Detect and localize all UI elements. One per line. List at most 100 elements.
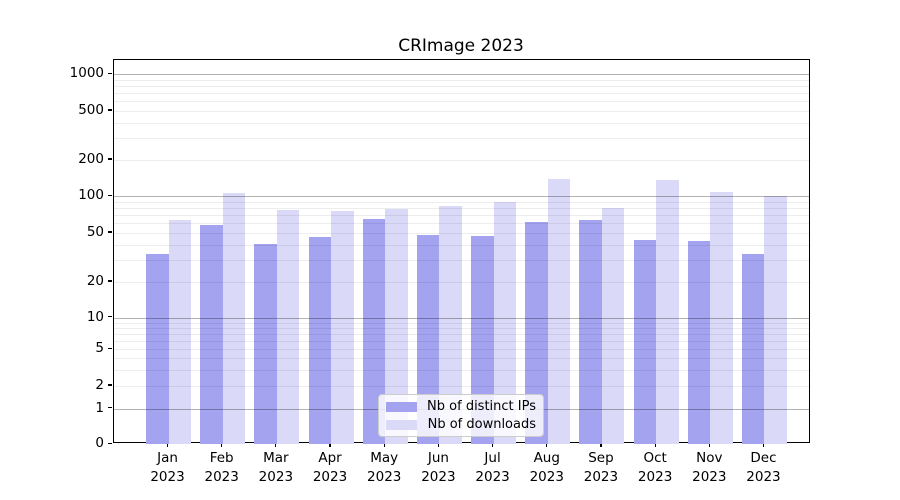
y-axis-tick-label: 20 [86,273,104,289]
y-axis-tick [108,280,112,282]
x-axis-tick-label: Dec 2023 [746,450,781,485]
x-axis-tick [221,443,223,447]
y-axis-tick [108,407,112,409]
legend-item-downloads: Nb of downloads [386,417,536,432]
grid-line-major [114,196,809,198]
x-axis-tick [654,443,656,447]
x-axis-tick-label: Mar 2023 [258,450,294,485]
x-axis-tick [600,443,602,447]
y-axis-tick [108,194,112,196]
grid-line-minor [114,138,809,140]
grid-line-minor [114,160,809,161]
bar-nb-of-downloads [601,208,625,444]
y-axis-tick-label: 1 [95,399,104,416]
bar-nb-of-distinct-ips [471,236,494,444]
x-axis-tick [708,443,710,447]
grid-line-minor [114,386,809,387]
y-axis-tick-label: 1000 [69,65,104,82]
grid-line-minor [114,340,809,342]
x-axis-tick [762,443,765,447]
bar-nb-of-distinct-ips [146,253,169,444]
chart-title: CRImage 2023 [398,36,524,56]
legend-label-downloads: Nb of downloads [427,417,536,432]
x-axis-tick [383,443,385,447]
bar-nb-of-downloads [168,219,191,444]
x-axis-tick [166,443,169,447]
x-axis-tick [546,443,548,447]
grid-line-major [114,74,809,76]
legend-swatch-downloads [386,419,417,430]
x-axis-tick [275,443,277,447]
x-axis-tick-label: Apr 2023 [312,450,348,485]
bar-nb-of-downloads [764,195,787,444]
y-axis-tick-label: 200 [78,151,104,167]
y-axis-tick-label: 2 [95,377,104,393]
y-axis-tick-label: 500 [78,102,104,118]
grid-line-major [114,317,809,319]
y-axis-tick [108,347,112,349]
grid-line-minor [114,244,809,246]
y-axis-tick [108,109,112,111]
bar-nb-of-distinct-ips [687,241,711,444]
y-axis-tick [108,384,112,386]
grid-line-minor [114,208,809,210]
y-axis-tick [108,316,112,318]
x-axis-tick [437,443,439,447]
y-axis-tick-label: 5 [95,340,104,357]
y-axis-tick [108,158,112,160]
bar-nb-of-distinct-ips [308,237,332,444]
grid-line-minor [114,369,809,371]
grid-line-minor [114,349,809,351]
y-axis-tick [108,231,112,233]
legend-item-distinct-ips: Nb of distinct IPs [386,399,536,414]
grid-line-minor [114,322,809,324]
bar-nb-of-distinct-ips [362,219,386,444]
bar-nb-of-downloads [276,210,300,444]
y-axis-tick [108,442,112,444]
grid-line-minor [114,260,809,262]
x-axis-tick-label: Feb 2023 [204,450,239,485]
grid-line-minor [114,358,809,360]
y-axis-tick-label: 10 [86,308,104,325]
x-axis-tick-label: Oct 2023 [637,450,673,485]
x-axis-tick [329,443,331,447]
bar-nb-of-distinct-ips [579,219,602,444]
x-axis-tick-label: May 2023 [367,450,402,485]
grid-line-minor [114,327,809,329]
x-axis-tick-label: Sep 2023 [583,450,619,485]
bar-nb-of-distinct-ips [254,243,277,444]
grid-line-minor [114,333,809,335]
legend: Nb of distinct IPs Nb of downloads [378,394,544,437]
legend-swatch-distinct-ips [386,401,417,412]
plot-area [113,59,810,444]
grid-line-minor [114,93,809,95]
bar-nb-of-distinct-ips [741,253,765,444]
grid-line-minor [114,79,809,81]
grid-line-minor [114,101,809,103]
x-axis-tick-label: Jan 2023 [150,450,185,485]
legend-label-distinct-ips: Nb of distinct IPs [427,399,536,414]
bar-nb-of-downloads [656,180,679,444]
x-axis-tick-label: Aug 2023 [529,450,564,485]
grid-line-minor [114,201,809,203]
bar-nb-of-downloads [331,210,354,444]
grid-line-minor [114,282,809,283]
bar-nb-of-downloads [439,206,462,444]
grid-line-minor [114,223,809,225]
x-axis-tick-label: Nov 2023 [692,450,727,485]
y-axis-tick [108,72,112,74]
grid-line-minor [114,111,809,112]
bar-nb-of-downloads [385,208,408,444]
bar-nb-of-downloads [547,179,571,444]
y-axis-tick-label: 100 [78,187,104,204]
bar-nb-of-distinct-ips [525,222,548,444]
x-axis-tick-label: Jun 2023 [421,450,456,485]
y-axis-tick-label: 50 [86,224,104,240]
grid-line-minor [114,122,809,124]
y-axis-tick-label: 0 [95,435,104,452]
grid-line-minor [114,233,809,234]
grid-line-minor [114,86,809,88]
bar-nb-of-distinct-ips [416,235,440,444]
x-axis-tick-label: Jul 2023 [475,450,510,485]
